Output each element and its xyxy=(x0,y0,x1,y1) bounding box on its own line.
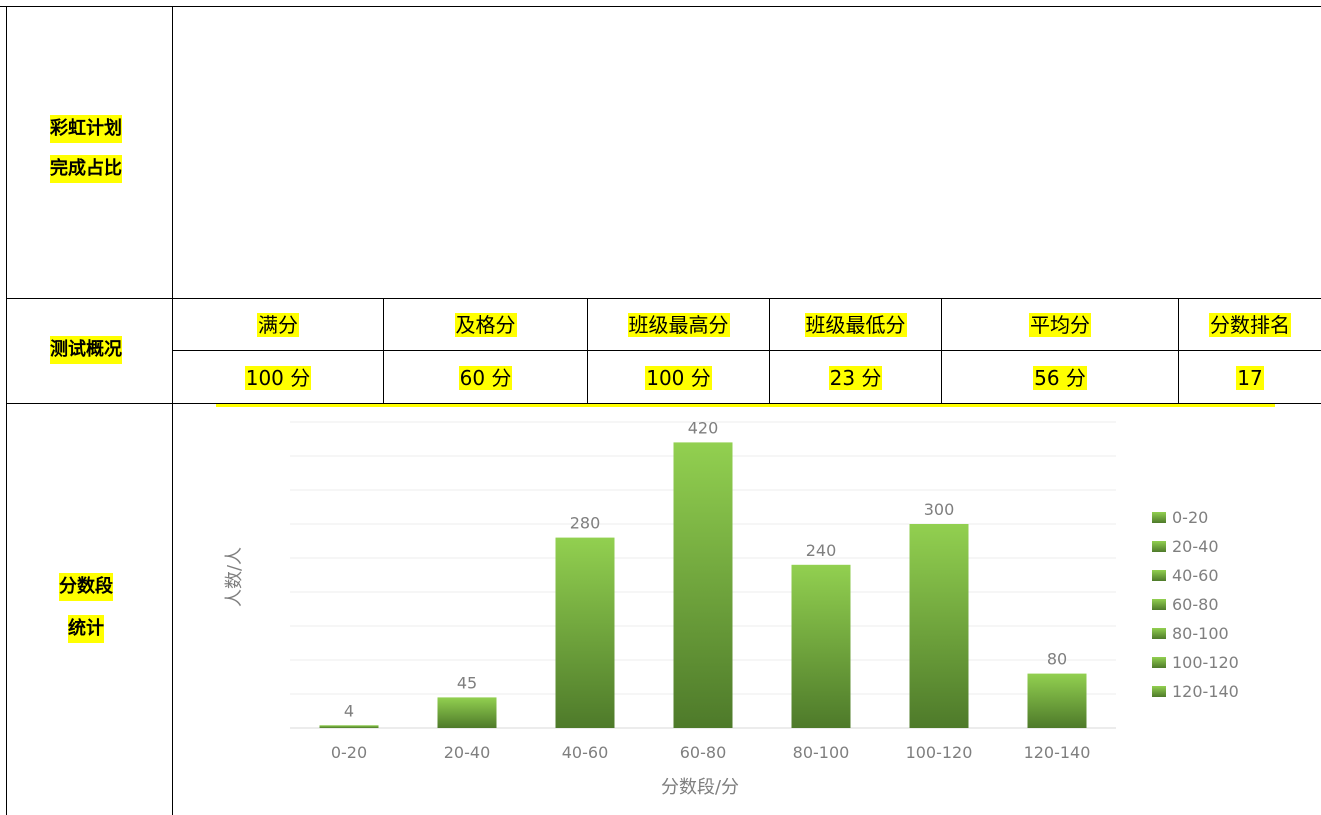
table-border-top xyxy=(0,6,1321,7)
bar-120-140 xyxy=(1027,673,1087,728)
x-tick-120-140: 120-140 xyxy=(1024,743,1091,762)
value-rank: 17 xyxy=(1236,366,1264,390)
header-rank: 分数排名 xyxy=(1209,313,1291,337)
data-label-60-80: 420 xyxy=(688,418,719,437)
bar-0-20 xyxy=(319,725,379,728)
table-border-left xyxy=(6,6,7,815)
legend-swatch-120-140 xyxy=(1152,686,1166,697)
rainbow-plan-label-line1: 彩虹计划 xyxy=(50,115,122,143)
x-tick-100-120: 100-120 xyxy=(906,743,973,762)
col-divider-2 xyxy=(587,298,588,403)
data-label-40-60: 280 xyxy=(570,514,601,533)
score-distribution-chart: 4 45 280 420 240 300 80 0-20 20-40 40-60 60-80 80-… xyxy=(224,418,1239,798)
score-distribution-label-line1: 分数段 xyxy=(59,573,113,601)
rainbow-plan-label-line2: 完成占比 xyxy=(50,155,122,183)
value-class-lowest: 23 分 xyxy=(828,366,883,390)
x-tick-60-80: 60-80 xyxy=(680,743,727,762)
chart-x-ticks: 0-20 20-40 40-60 60-80 80-100 100-120 120-140 xyxy=(331,743,1091,762)
bar-40-60 xyxy=(555,537,615,728)
legend-label-60-80: 60-80 xyxy=(1172,595,1219,614)
highlight-underline xyxy=(216,404,1275,407)
chart-legend: 0-20 20-40 40-60 60-80 80-100 100-120 120-140 xyxy=(1152,508,1239,701)
x-tick-20-40: 20-40 xyxy=(444,743,491,762)
legend-label-120-140: 120-140 xyxy=(1172,682,1239,701)
legend-swatch-100-120 xyxy=(1152,657,1166,668)
value-class-highest: 100 分 xyxy=(645,366,712,390)
data-label-80-100: 240 xyxy=(806,541,837,560)
col-divider-1 xyxy=(383,298,384,403)
legend-swatch-60-80 xyxy=(1152,599,1166,610)
legend-swatch-80-100 xyxy=(1152,628,1166,639)
legend-swatch-40-60 xyxy=(1152,570,1166,581)
chart-data-labels: 4 45 280 420 240 300 80 xyxy=(344,418,1067,720)
row-divider-1 xyxy=(6,298,1321,299)
bar-20-40 xyxy=(437,697,497,728)
data-label-20-40: 45 xyxy=(457,673,477,692)
value-full-score: 100 分 xyxy=(244,366,312,390)
data-label-120-140: 80 xyxy=(1047,650,1067,669)
test-overview-label: 测试概况 xyxy=(0,336,172,364)
chart-bars xyxy=(319,442,1087,728)
data-label-0-20: 4 xyxy=(344,701,354,720)
legend-label-0-20: 0-20 xyxy=(1172,508,1208,527)
legend-swatch-20-40 xyxy=(1152,541,1166,552)
x-tick-80-100: 80-100 xyxy=(793,743,850,762)
x-axis-label: 分数段/分 xyxy=(661,777,739,798)
header-class-highest: 班级最高分 xyxy=(627,313,730,337)
header-average: 平均分 xyxy=(1029,313,1091,337)
bar-100-120 xyxy=(909,524,969,728)
score-distribution-label: 分数段 统计 xyxy=(0,573,172,643)
label-column-divider xyxy=(172,6,173,815)
legend-label-80-100: 80-100 xyxy=(1172,624,1229,643)
header-pass-score: 及格分 xyxy=(454,313,517,337)
header-class-lowest: 班级最低分 xyxy=(804,313,907,337)
value-pass-score: 60 分 xyxy=(458,366,513,390)
score-distribution-label-line2: 统计 xyxy=(68,615,104,643)
y-axis-label: 人数/人 xyxy=(224,547,245,607)
legend-label-20-40: 20-40 xyxy=(1172,537,1219,556)
x-tick-40-60: 40-60 xyxy=(562,743,609,762)
header-full-score: 满分 xyxy=(257,313,299,337)
row-divider-2 xyxy=(6,403,1321,404)
bar-60-80 xyxy=(673,442,733,728)
legend-label-40-60: 40-60 xyxy=(1172,566,1219,585)
legend-swatch-0-20 xyxy=(1152,512,1166,523)
legend-label-100-120: 100-120 xyxy=(1172,653,1239,672)
test-overview-label-text: 测试概况 xyxy=(50,336,122,364)
row-divider-inner xyxy=(172,350,1321,351)
bar-80-100 xyxy=(791,564,851,728)
value-average: 56 分 xyxy=(1033,366,1087,390)
col-divider-4 xyxy=(941,298,942,403)
x-tick-0-20: 0-20 xyxy=(331,743,367,762)
rainbow-plan-label: 彩虹计划 完成占比 xyxy=(0,115,172,183)
data-label-100-120: 300 xyxy=(924,500,955,519)
col-divider-5 xyxy=(1178,298,1179,403)
col-divider-3 xyxy=(769,298,770,403)
